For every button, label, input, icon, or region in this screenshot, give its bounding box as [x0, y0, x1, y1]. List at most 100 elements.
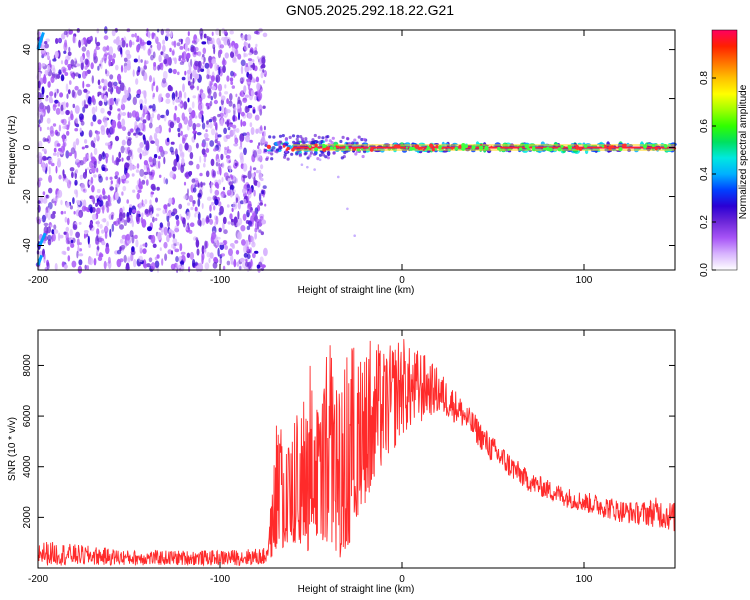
noise-speckle — [201, 122, 206, 130]
noise-speckle — [74, 150, 77, 159]
noise-speckle — [257, 148, 262, 155]
noise-speckle — [197, 211, 201, 221]
noise-speckle — [209, 187, 213, 194]
noise-speckle — [179, 45, 184, 50]
noise-speckle — [240, 65, 244, 75]
noise-speckle — [142, 108, 146, 118]
noise-speckle — [182, 220, 186, 228]
noise-speckle — [78, 39, 81, 49]
noise-speckle — [238, 112, 240, 121]
noise-speckle — [255, 128, 259, 134]
noise-speckle — [223, 127, 228, 134]
noise-speckle — [231, 85, 235, 89]
noise-speckle — [61, 250, 66, 255]
noise-speckle — [127, 257, 131, 263]
noise-speckle — [195, 210, 200, 215]
noise-speckle — [75, 158, 80, 163]
noise-speckle — [202, 61, 205, 65]
noise-speckle — [217, 113, 221, 118]
noise-speckle — [60, 110, 65, 115]
noise-speckle — [242, 188, 246, 194]
noise-speckle — [103, 260, 107, 270]
noise-speckle — [163, 204, 168, 210]
noise-speckle — [216, 170, 221, 175]
noise-speckle — [68, 29, 73, 35]
carrier-spread — [332, 151, 336, 155]
noise-speckle — [126, 138, 132, 146]
noise-speckle — [63, 264, 68, 269]
noise-speckle — [45, 97, 49, 102]
carrier-spread — [303, 152, 307, 156]
noise-speckle — [245, 261, 249, 267]
noise-speckle — [194, 206, 198, 212]
noise-speckle — [182, 137, 186, 144]
colorbar-label: Normalized spectral amplitude — [738, 84, 749, 219]
noise-speckle — [121, 191, 124, 196]
noise-speckle — [123, 57, 128, 62]
noise-speckle — [65, 231, 69, 241]
noise-speckle — [207, 95, 212, 99]
noise-speckle — [44, 41, 48, 45]
noise-speckle — [46, 226, 52, 234]
noise-speckle — [114, 191, 119, 201]
noise-speckle — [95, 131, 101, 135]
noise-speckle — [242, 163, 248, 172]
noise-speckle — [168, 68, 173, 74]
carrier-node — [663, 144, 668, 148]
noise-speckle — [240, 111, 245, 117]
noise-speckle — [239, 77, 244, 84]
noise-speckle — [222, 222, 225, 231]
noise-speckle — [150, 211, 153, 219]
carrier-halo — [577, 142, 582, 146]
noise-speckle — [153, 154, 158, 159]
noise-speckle — [122, 206, 125, 212]
noise-speckle — [141, 41, 147, 45]
noise-speckle — [61, 33, 66, 40]
noise-speckle — [254, 232, 257, 240]
noise-speckle — [215, 215, 219, 225]
edge-streak — [38, 232, 47, 247]
noise-speckle — [179, 61, 185, 65]
noise-speckle — [183, 195, 188, 200]
noise-speckle — [188, 266, 191, 273]
noise-speckle — [136, 180, 140, 185]
noise-speckle — [50, 75, 55, 84]
noise-speckle — [156, 28, 160, 33]
carrier-spread — [265, 157, 269, 161]
noise-speckle — [87, 53, 91, 60]
noise-speckle — [103, 35, 109, 40]
noise-speckle — [211, 58, 216, 64]
noise-speckle — [78, 259, 83, 266]
noise-speckle — [52, 197, 56, 202]
noise-speckle — [186, 69, 192, 75]
noise-speckle — [243, 252, 248, 258]
noise-speckle — [189, 171, 193, 176]
noise-speckle — [223, 172, 229, 178]
noise-speckle — [164, 58, 168, 65]
noise-speckle — [46, 262, 50, 270]
noise-speckle — [192, 259, 196, 267]
noise-speckle — [199, 155, 202, 163]
noise-speckle — [203, 163, 206, 168]
noise-speckle — [255, 43, 258, 48]
carrier-spread — [340, 156, 344, 160]
noise-speckle — [84, 65, 88, 70]
noise-speckle — [203, 132, 209, 139]
noise-speckle — [252, 62, 256, 71]
noise-speckle — [264, 203, 267, 207]
noise-speckle — [244, 34, 249, 41]
noise-speckle — [204, 137, 210, 141]
noise-speckle — [217, 179, 222, 186]
carrier-spread — [331, 136, 335, 140]
stray-point — [346, 207, 349, 211]
noise-speckle — [158, 174, 162, 178]
noise-speckle — [258, 229, 262, 233]
noise-speckle — [162, 39, 166, 45]
noise-speckle — [79, 248, 83, 252]
carrier-node — [651, 143, 656, 148]
noise-speckle — [144, 208, 149, 214]
noise-speckle — [53, 224, 57, 230]
noise-speckle — [88, 243, 91, 248]
noise-speckle — [54, 92, 57, 99]
noise-speckle — [44, 43, 49, 49]
